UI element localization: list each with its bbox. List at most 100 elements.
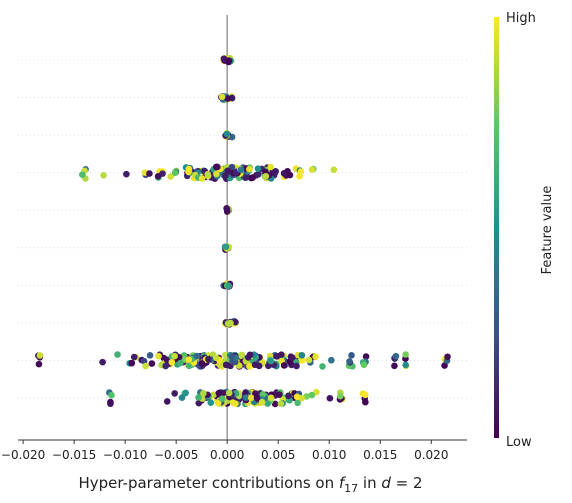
data-point — [185, 362, 193, 370]
x-axis-label-mid: in — [358, 474, 381, 492]
x-tick-label: 0.010 — [312, 448, 346, 462]
data-point — [242, 174, 249, 181]
data-point — [195, 394, 202, 401]
data-point — [171, 352, 178, 360]
data-point — [195, 399, 203, 407]
data-point — [319, 363, 326, 370]
data-point — [294, 399, 301, 407]
data-point — [272, 167, 280, 175]
data-point — [198, 175, 206, 182]
data-point — [182, 389, 189, 397]
data-point — [229, 399, 237, 406]
data-point — [207, 399, 215, 406]
data-point — [130, 353, 138, 361]
x-tick-label: −0.015 — [52, 448, 96, 462]
data-point — [267, 394, 275, 402]
data-point — [293, 393, 301, 401]
data-point — [205, 355, 212, 363]
x-tick-label: 0.020 — [414, 448, 448, 462]
data-point — [225, 282, 233, 290]
x-axis-label-prefix: Hyper-parameter contributions on — [78, 474, 338, 492]
data-point — [155, 352, 162, 360]
data-point — [163, 398, 171, 405]
x-tick-label: −0.010 — [103, 448, 147, 462]
data-point — [288, 354, 296, 361]
data-point — [267, 357, 275, 365]
data-point — [392, 352, 400, 360]
data-point — [215, 389, 223, 397]
data-point — [280, 169, 288, 177]
data-point — [108, 391, 115, 399]
x-axis-label-symbol: f — [339, 474, 347, 492]
data-point — [362, 353, 370, 360]
data-point — [222, 361, 230, 369]
data-point — [247, 394, 255, 402]
data-point — [360, 361, 368, 369]
data-point — [185, 168, 192, 176]
data-point — [222, 243, 230, 250]
data-point — [168, 358, 176, 366]
data-point — [213, 354, 220, 362]
data-point — [280, 362, 288, 369]
data-point — [224, 320, 232, 327]
data-point — [79, 171, 86, 178]
data-point — [171, 169, 179, 177]
data-point — [146, 352, 154, 359]
data-point — [178, 394, 186, 402]
data-point — [348, 352, 355, 359]
data-point — [246, 351, 254, 359]
data-point — [246, 165, 253, 173]
data-point — [214, 399, 222, 407]
data-point — [391, 362, 398, 370]
data-point — [286, 171, 294, 179]
data-point — [242, 394, 250, 402]
data-point — [276, 391, 283, 398]
data-point — [185, 356, 193, 363]
data-point — [142, 362, 149, 370]
data-point — [251, 361, 259, 369]
row-guide-lines — [18, 59, 467, 399]
data-point — [218, 93, 226, 101]
data-point — [200, 390, 207, 397]
data-point — [223, 207, 231, 215]
data-point — [232, 318, 239, 326]
data-point — [193, 352, 201, 360]
x-axis-label-suffix: = 2 — [391, 474, 423, 492]
data-point — [444, 353, 451, 361]
data-point — [228, 353, 236, 360]
data-point — [308, 391, 316, 399]
data-point — [224, 95, 231, 102]
data-point — [346, 358, 353, 365]
data-point — [99, 358, 106, 366]
data-point — [297, 168, 305, 175]
data-point — [361, 391, 369, 399]
data-point — [123, 170, 130, 178]
data-point — [255, 170, 262, 178]
x-tick-label: 0.005 — [261, 448, 295, 462]
data-point — [223, 130, 231, 138]
x-tick-label: 0.000 — [210, 448, 244, 462]
x-axis-label-subscript: 17 — [344, 482, 358, 495]
data-point — [254, 165, 262, 172]
x-axis-ticks: −0.020 −0.015 −0.010 −0.005 0.000 0.005 0.010 0… — [1, 440, 448, 462]
data-point — [402, 361, 410, 369]
data-point — [107, 398, 114, 406]
data-point — [258, 398, 266, 406]
data-point — [264, 400, 271, 407]
data-point — [246, 362, 253, 370]
data-point — [35, 360, 43, 368]
x-axis-label-var: d — [381, 474, 391, 492]
data-points — [35, 54, 451, 408]
data-point — [218, 395, 226, 402]
data-point — [171, 390, 178, 397]
x-tick-label: 0.015 — [363, 448, 397, 462]
colorbar-title: Feature value — [540, 186, 555, 275]
data-point — [326, 394, 334, 402]
data-point — [267, 163, 274, 171]
data-point — [225, 389, 233, 397]
data-point — [402, 351, 409, 358]
data-point — [167, 173, 174, 180]
data-point — [224, 167, 232, 175]
data-point — [128, 359, 136, 367]
